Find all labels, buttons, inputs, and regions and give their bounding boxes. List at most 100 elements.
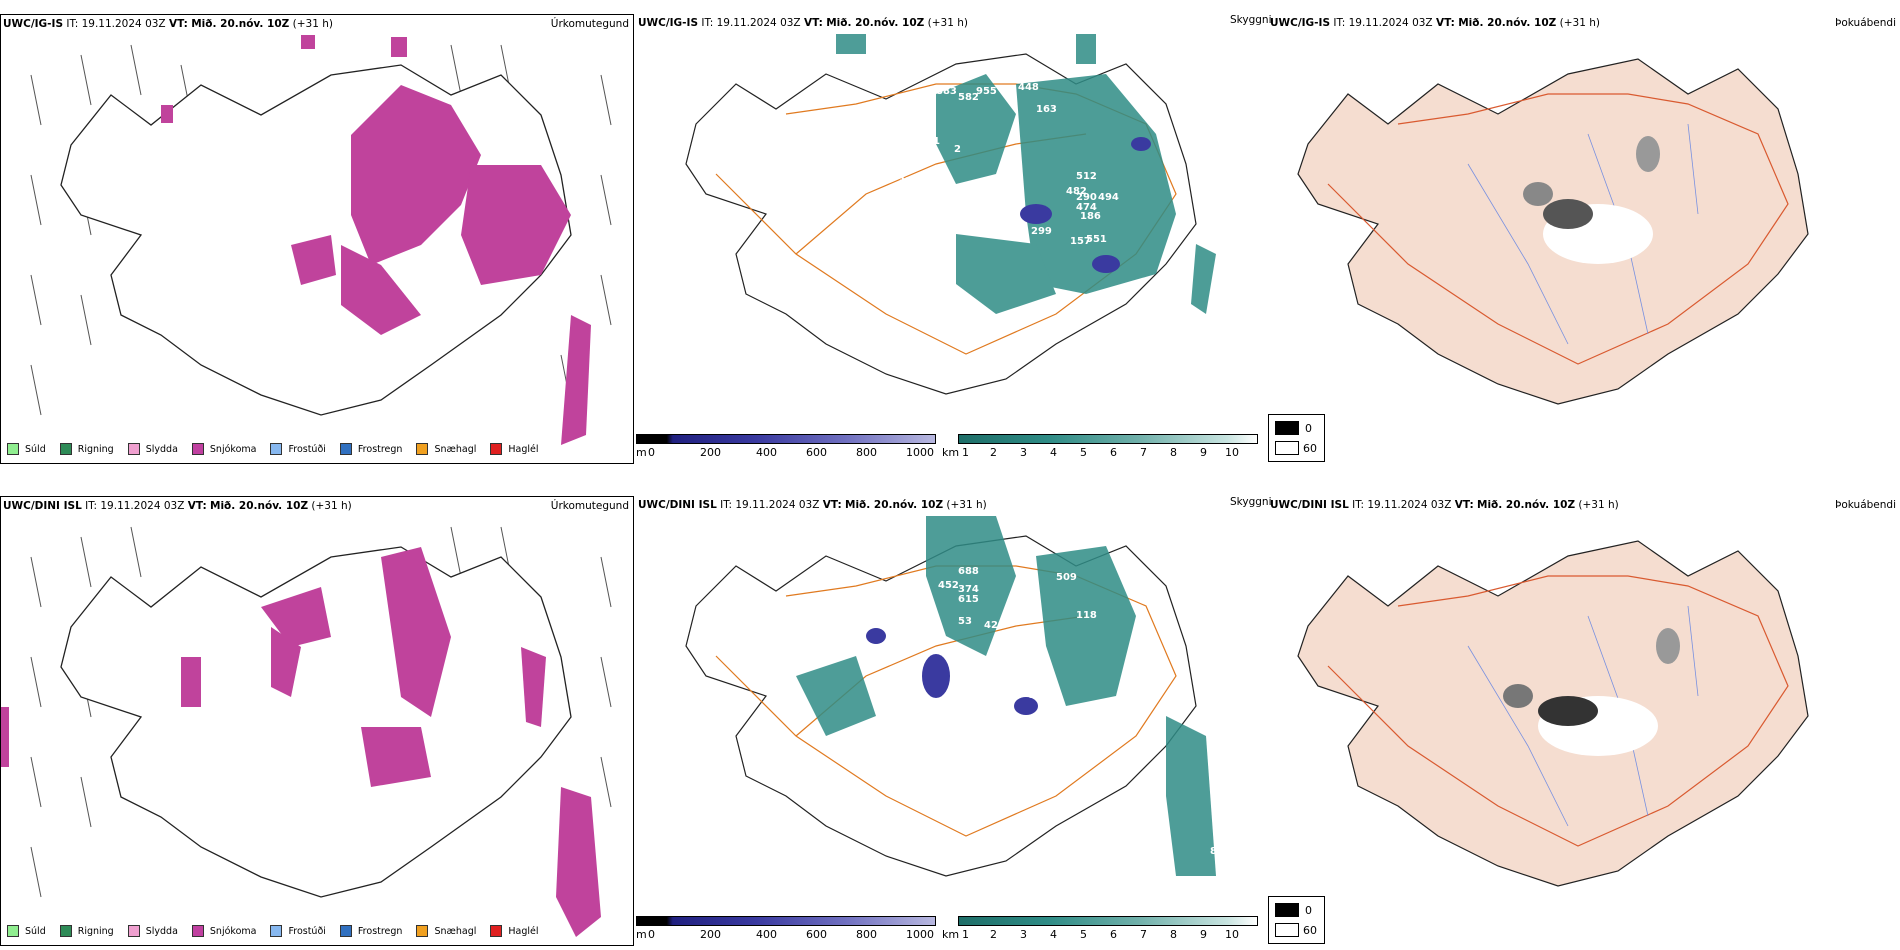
legend-item: Snjókoma xyxy=(191,443,256,455)
ceiling-value-label: 38 xyxy=(1034,674,1048,685)
ceiling-areas xyxy=(866,628,1038,715)
ceiling-value-label: 540 xyxy=(996,228,1017,239)
panel-title: Úrkomutegund xyxy=(550,500,629,512)
legend-swatch xyxy=(339,443,352,455)
ceiling-value-label: 88 xyxy=(1028,690,1042,701)
panel-header: UWC/DINI ISL IT: 19.11.2024 03Z VT: Mið.… xyxy=(3,500,352,512)
ceiling-value-label: 494 xyxy=(1098,192,1119,203)
ceiling-value-label: 198 xyxy=(906,238,927,249)
legend-swatch xyxy=(416,443,429,455)
legend-swatch xyxy=(127,443,140,455)
ceiling-tick: 1000 xyxy=(906,928,934,941)
ceiling-bar-gradient xyxy=(636,916,936,926)
ceiling-value-label: 119 xyxy=(926,712,947,723)
ceiling-value-label: 290 xyxy=(1076,192,1097,203)
precip-map xyxy=(30,35,612,445)
legend-swatch xyxy=(270,443,283,455)
visibility-tick: 8 xyxy=(1170,446,1177,459)
visibility-tick: 9 xyxy=(1200,928,1207,941)
ceiling-value-label: 157 xyxy=(1070,236,1091,247)
legend-item: Súld xyxy=(7,443,46,455)
ceiling-tick: 400 xyxy=(756,928,777,941)
panel-title: Úrkomutegund xyxy=(550,18,629,30)
ceiling-value-label: 186 xyxy=(1080,211,1101,222)
ceiling-value-label: 551 xyxy=(1086,234,1107,245)
ceiling-areas xyxy=(1020,137,1151,273)
legend-item: Snæhagl xyxy=(416,925,476,937)
precip-legend: Súld Rigning Slydda Snjókoma Frostúði Fr… xyxy=(7,925,539,937)
legend-swatch xyxy=(416,925,429,937)
legend-item: Slydda xyxy=(127,443,178,455)
panel-title: Skyggni xyxy=(1230,14,1272,26)
ceiling-value-label: 81 xyxy=(898,638,912,649)
legend-swatch xyxy=(7,443,19,455)
visibility-colorbar xyxy=(958,434,1258,444)
ceiling-value-label: 159 xyxy=(1014,728,1035,739)
ceiling-value-label: 270 xyxy=(898,124,919,135)
legend-swatch xyxy=(59,443,72,455)
fog-label-max: 0 xyxy=(1305,904,1312,917)
visibility-tick: 1 xyxy=(962,928,969,941)
legend-item: Frostregn xyxy=(339,443,402,455)
ceiling-value-label: 31 xyxy=(898,176,912,187)
ceiling-value-label: 282 xyxy=(908,618,929,629)
legend-swatch xyxy=(59,925,72,937)
fog-swatch-black xyxy=(1275,421,1299,435)
visibility-tick: 5 xyxy=(1080,446,1087,459)
fog-shading xyxy=(1503,628,1680,756)
visibility-panel-2: UWC/DINI ISL IT: 19.11.2024 03Z VT: Mið.… xyxy=(636,496,1272,946)
ceiling-value-label: 85 xyxy=(974,184,988,195)
legend-item: Rigning xyxy=(59,925,114,937)
ceiling-tick: 600 xyxy=(806,446,827,459)
legend-swatch xyxy=(270,925,283,937)
ceiling-value-label: 163 xyxy=(1036,104,1057,115)
precip-map xyxy=(1,526,612,937)
visibility-bar-gradient xyxy=(958,434,1258,444)
legend-item: Slydda xyxy=(127,925,178,937)
ceiling-value-label: 202 xyxy=(1006,636,1027,647)
legend-item: Haglél xyxy=(490,925,539,937)
visibility-tick: 4 xyxy=(1050,446,1057,459)
ceiling-tick: 1000 xyxy=(906,446,934,459)
ceiling-colorbar xyxy=(636,916,936,926)
legend-swatch xyxy=(490,443,503,455)
fog-label-min: 60 xyxy=(1303,442,1317,455)
visibility-tick: 10 xyxy=(1225,446,1239,459)
legend-item: Snæhagl xyxy=(416,443,476,455)
visibility-tick: 7 xyxy=(1140,446,1147,459)
ceiling-value-label: 132 xyxy=(1066,730,1087,741)
visibility-areas xyxy=(836,34,1216,314)
ceiling-value-label: 429 xyxy=(984,620,1005,631)
ceiling-tick: 800 xyxy=(856,446,877,459)
panel-title: Skyggni xyxy=(1230,496,1272,508)
visibility-tick: 2 xyxy=(990,928,997,941)
ceiling-unit: m xyxy=(636,928,647,941)
ceiling-value-label: 448 xyxy=(1018,82,1039,93)
ceiling-value-label: 509 xyxy=(1056,572,1077,583)
ceiling-value-label: 132 xyxy=(872,730,893,741)
ceiling-value-label: 118 xyxy=(1076,610,1097,621)
ceiling-value-label: 512 xyxy=(1076,171,1097,182)
ceiling-value-label: 12 xyxy=(1038,708,1052,719)
ceiling-value-label: 374 xyxy=(958,584,979,595)
ceiling-value-label: 299 xyxy=(1031,226,1052,237)
legend-item: Súld xyxy=(7,925,46,937)
visibility-panel-1: UWC/IG-IS IT: 19.11.2024 03Z VT: Mið. 20… xyxy=(636,14,1272,464)
panel-header: UWC/DINI ISL IT: 19.11.2024 03Z VT: Mið.… xyxy=(638,499,987,511)
fog-panel-1: UWC/IG-IS IT: 19.11.2024 03Z VT: Mið. 20… xyxy=(1268,14,1900,464)
visibility-colorbar xyxy=(958,916,1258,926)
visibility-tick: 8 xyxy=(1170,928,1177,941)
legend-swatch xyxy=(490,925,503,937)
ceiling-value-label: 482 xyxy=(1066,186,1087,197)
ceiling-tick: 0 xyxy=(648,928,655,941)
legend-swatch xyxy=(191,925,204,937)
panel-header: UWC/IG-IS IT: 19.11.2024 03Z VT: Mið. 20… xyxy=(1270,17,1600,29)
legend-swatch xyxy=(191,443,204,455)
precip-legend: Súld Rigning Slydda Snjókoma Frostúði Fr… xyxy=(7,443,539,455)
legend-item: Haglél xyxy=(490,443,539,455)
fog-map xyxy=(1297,58,1809,405)
visibility-tick: 5 xyxy=(1080,928,1087,941)
visibility-unit: km xyxy=(942,928,960,941)
ceiling-value-label: 582 xyxy=(958,92,979,103)
ceiling-value-label: 2 xyxy=(954,144,961,155)
